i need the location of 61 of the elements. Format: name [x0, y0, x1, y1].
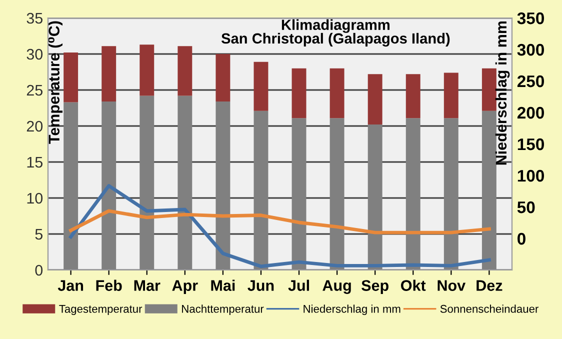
y-tick-label: 15: [27, 157, 42, 168]
y-tick-label: 0: [35, 264, 43, 276]
y2-tick-label: 200: [517, 106, 544, 119]
bar: [444, 72, 458, 118]
line-series: [69, 184, 491, 268]
y2-tick-label: 150: [518, 138, 544, 150]
x-tick-label: Jul: [288, 280, 309, 291]
bar: [368, 74, 382, 125]
x-tick-label: Nov: [438, 280, 466, 291]
bar: [178, 46, 192, 96]
bar: [292, 118, 306, 270]
bar: [406, 74, 420, 118]
x-tick-label: Apr: [172, 280, 198, 294]
bar: [216, 54, 230, 102]
legend-label: Tagestemperatur: [59, 305, 142, 315]
x-tick-label: Jun: [248, 280, 274, 291]
bar: [64, 102, 78, 270]
bar: [406, 118, 420, 270]
y2-tick-label: 50: [517, 201, 535, 214]
bar: [140, 96, 154, 270]
bar: [216, 102, 230, 270]
x-tick-label: Dez: [476, 280, 502, 291]
x-tick-label: Sep: [362, 280, 388, 294]
x-tick-label: Jan: [58, 280, 84, 291]
bar: [64, 52, 78, 102]
legend-label: Niederschlag in mm: [304, 304, 400, 315]
y-tick-label: 5: [35, 229, 42, 240]
bar: [102, 46, 116, 102]
y-tick-label: 20: [26, 120, 43, 132]
y-tick-label: 30: [26, 48, 43, 60]
line-series: [69, 209, 491, 234]
y2-tick-label: 300: [517, 44, 544, 56]
text: Klimadiagramm San Christopal (Galapagos Iland): [221, 19, 450, 47]
bar: [254, 62, 268, 111]
x-tick-label: Okt: [401, 280, 426, 291]
bar: [330, 68, 344, 118]
bar: [330, 118, 344, 270]
bar: [254, 110, 268, 270]
bar: [140, 44, 154, 96]
y-tick-label: 25: [26, 84, 42, 96]
x-tick-label: Aug: [322, 280, 351, 294]
x-tick-label: Feb: [96, 280, 122, 291]
x-tick-label: Mar: [134, 280, 160, 291]
bar: [368, 124, 382, 270]
y2-tick-label: 250: [517, 75, 544, 88]
y2-tick-label: 350: [517, 12, 544, 24]
bar: [178, 96, 192, 270]
legend-label: Nachttemperatur: [182, 304, 264, 315]
bar: [482, 110, 496, 270]
bar: [444, 118, 458, 270]
x-tick-label: Mai: [211, 280, 235, 291]
y2-tick-label: 100: [518, 170, 544, 182]
bar: [482, 68, 496, 111]
y2-tick-label: 0: [518, 232, 526, 245]
legend-label: Sonnenscheindauer: [440, 304, 538, 313]
bar: [292, 68, 306, 118]
y-axis-title: Temperature (⁰C): [48, 21, 63, 144]
bar: [102, 102, 116, 270]
y-tick-label: 10: [27, 192, 43, 204]
y-tick-label: 35: [26, 12, 42, 24]
y2-axis-title: Niederschlag in mm: [495, 21, 510, 165]
